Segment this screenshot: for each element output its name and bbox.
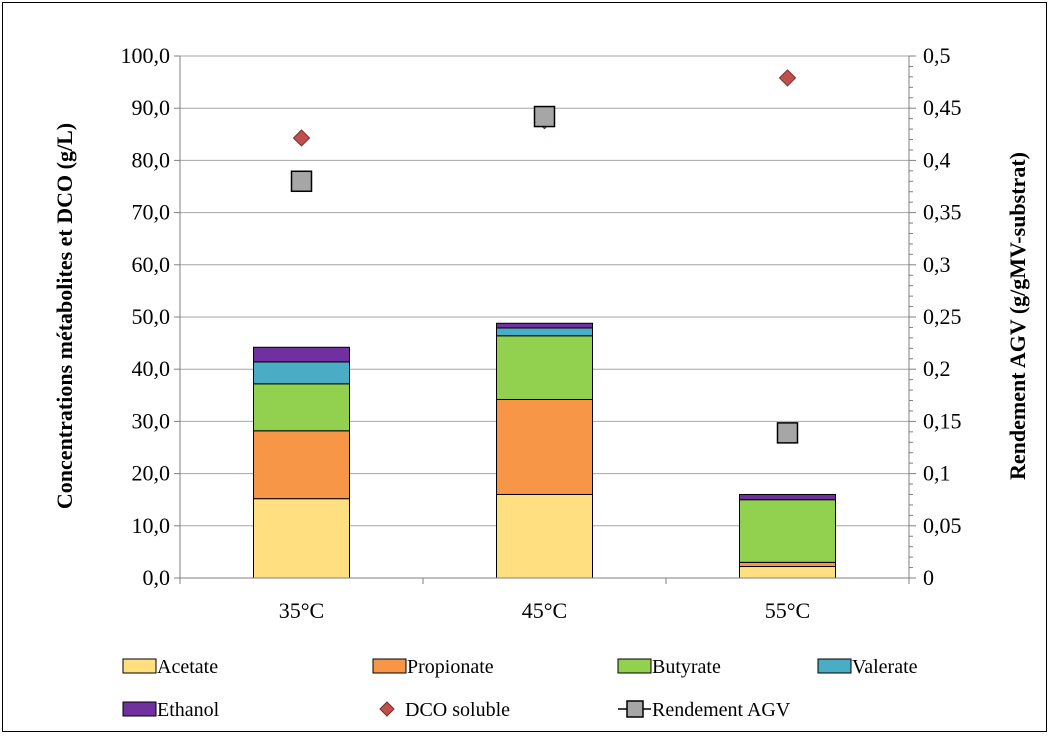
legend-swatch-ethanol: [122, 701, 157, 717]
legend-label-rendement-agv: Rendement AGV: [652, 699, 791, 721]
left-tick-label: 0,0: [143, 565, 171, 590]
legend: Acetate Propionate Butyrate Valerate Ethanol…: [122, 656, 918, 721]
legend-swatch-valerate: [817, 658, 852, 674]
right-tick-label: 0,45: [923, 95, 962, 120]
legend-label-butyrate: Butyrate: [652, 656, 721, 678]
bar-acetate: [496, 493, 593, 579]
bar-valerate: [253, 361, 350, 385]
marker-series: [290, 69, 799, 444]
left-axis-title: Concentrations métabolites et DCO (g/L): [52, 123, 77, 509]
legend-swatch-butyrate: [617, 658, 652, 674]
marker-dco-soluble: [778, 69, 797, 87]
left-axis-ticks: 0,0 10,0 20,0 30,0 40,0 50,0 60,0 70,0 80,0 90,0 1…: [121, 43, 180, 590]
right-tick-label: 0,4: [923, 147, 951, 172]
left-tick-label: 20,0: [132, 461, 171, 486]
left-tick-label: 50,0: [132, 304, 171, 329]
legend-label-acetate: Acetate: [157, 656, 218, 678]
left-tick-label: 10,0: [132, 513, 171, 538]
right-tick-label: 0,25: [923, 304, 962, 329]
left-tick-label: 100,0: [121, 43, 171, 68]
bar-ethanol: [496, 322, 593, 329]
left-tick-label: 80,0: [132, 147, 171, 172]
bar-propionate: [739, 561, 836, 568]
legend-swatch-rendement-agv: [626, 700, 644, 718]
bar-butyrate: [496, 335, 593, 400]
x-tick-label: 35°C: [279, 598, 324, 623]
bar-valerate: [496, 327, 593, 337]
legend-label-ethanol: Ethanol: [157, 699, 220, 721]
bar-propionate: [496, 398, 593, 495]
left-tick-label: 40,0: [132, 356, 171, 381]
left-tick-label: 90,0: [132, 95, 171, 120]
right-axis-ticks: 0 0,05 0,1 0,15 0,2 0,25 0,3 0,35 0,4 0,45 0,5: [909, 43, 962, 590]
right-tick-label: 0,35: [923, 200, 962, 225]
bar-propionate: [253, 430, 350, 500]
x-axis-ticks: 35°C 45°C 55°C: [179, 578, 910, 623]
right-tick-label: 0,5: [923, 43, 951, 68]
left-tick-label: 60,0: [132, 252, 171, 277]
marker-rendement-agv: [290, 170, 313, 193]
right-tick-label: 0: [923, 565, 934, 590]
marker-rendement-agv: [776, 422, 799, 444]
right-tick-label: 0,3: [923, 252, 951, 277]
bar-acetate: [739, 566, 836, 579]
legend-label-dco-soluble: DCO soluble: [405, 699, 510, 721]
right-tick-label: 0,1: [923, 461, 951, 486]
marker-dco-soluble: [292, 129, 311, 147]
legend-label-propionate: Propionate: [407, 656, 494, 678]
bar-acetate: [253, 498, 350, 579]
bar-butyrate: [253, 383, 350, 432]
bar-ethanol: [253, 346, 350, 363]
legend-swatch-propionate: [372, 658, 407, 674]
legend-swatch-acetate: [122, 658, 157, 674]
bar-series: [253, 322, 836, 579]
right-axis-title: Rendement AGV (g/gMV-substrat): [1005, 152, 1030, 480]
right-tick-label: 0,15: [923, 408, 962, 433]
x-tick-label: 45°C: [522, 598, 567, 623]
x-tick-label: 55°C: [765, 598, 810, 623]
right-tick-label: 0,2: [923, 356, 951, 381]
left-tick-label: 70,0: [132, 200, 171, 225]
legend-label-valerate: Valerate: [852, 656, 918, 678]
bar-ethanol: [739, 493, 836, 501]
legend-swatch-dco-soluble: [379, 701, 395, 717]
right-tick-label: 0,05: [923, 513, 962, 538]
left-tick-label: 30,0: [132, 408, 171, 433]
marker-rendement-agv: [533, 105, 556, 128]
bar-butyrate: [739, 499, 836, 563]
